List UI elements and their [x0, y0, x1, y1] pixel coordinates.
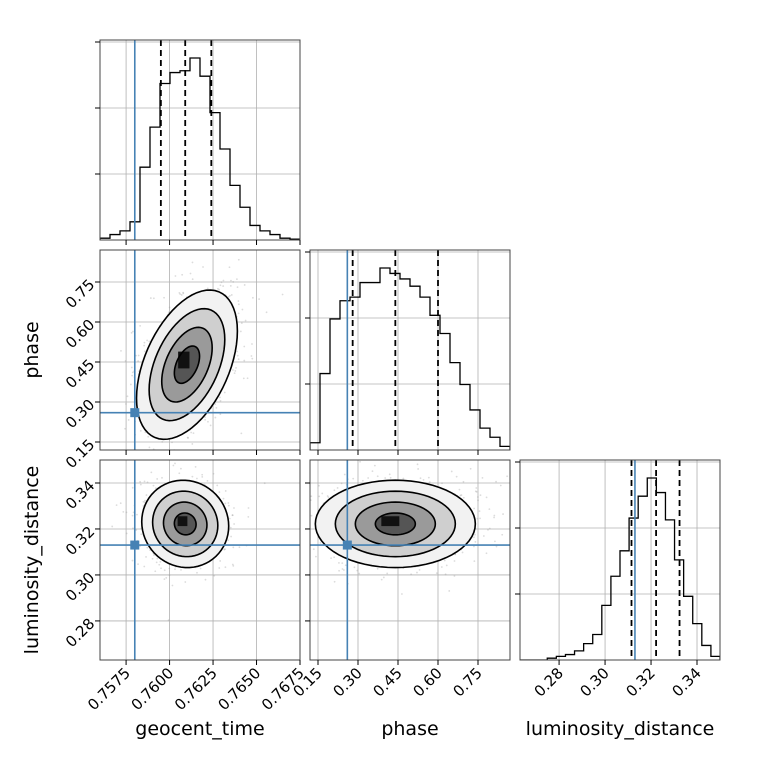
- y-tick-label-phase: 0.45: [62, 356, 98, 392]
- y-tick-label-luminosity_distance: 0.28: [62, 615, 98, 651]
- y-axis-label-phase: phase: [21, 321, 43, 378]
- density-peak: [177, 516, 188, 527]
- y-tick-label-luminosity_distance: 0.30: [62, 569, 98, 605]
- x-tick-label-phase: 0.75: [449, 664, 485, 700]
- y-axis-label-luminosity_distance: luminosity_distance: [21, 466, 43, 655]
- x-tick-label-luminosity_distance: 0.30: [577, 664, 613, 700]
- panel-luminosity_distance-vs-phase: [305, 459, 511, 665]
- contour-2: [334, 490, 457, 558]
- x-tick-label-geocent_time: 0.7625: [171, 664, 221, 714]
- panel-frame: [309, 459, 511, 661]
- density-peak: [178, 351, 190, 369]
- x-tick-label-phase: 0.60: [409, 664, 445, 700]
- x-tick-label-geocent_time: 0.7575: [84, 664, 134, 714]
- contour-3: [140, 479, 230, 569]
- y-tick-label-phase: 0.30: [62, 396, 98, 432]
- truth-marker: [130, 540, 140, 550]
- contour-3: [135, 289, 239, 441]
- x-tick-label-luminosity_distance: 0.34: [668, 664, 704, 700]
- y-tick-label-phase: 0.75: [62, 276, 98, 312]
- x-axis-label-phase: phase: [381, 718, 438, 740]
- density-peak: [381, 516, 400, 527]
- x-tick-label-phase: 0.30: [329, 664, 365, 700]
- contour-0: [374, 512, 417, 536]
- histogram-luminosity_distance: [520, 477, 720, 660]
- contour-1: [354, 501, 437, 547]
- x-axis-label-geocent_time: geocent_time: [135, 718, 264, 740]
- y-tick-label-luminosity_distance: 0.34: [62, 477, 98, 513]
- y-tick-label-luminosity_distance: 0.32: [62, 523, 98, 559]
- panel-frame: [519, 459, 721, 661]
- contour-2: [151, 490, 219, 558]
- y-tick-label-phase: 0.60: [62, 316, 98, 352]
- contour-1: [162, 501, 208, 547]
- contour-1: [160, 326, 213, 403]
- contour-2: [148, 307, 226, 422]
- contour-0: [173, 345, 201, 385]
- hist-panel-luminosity_distance: [515, 459, 721, 665]
- panel-frame: [99, 249, 301, 451]
- contour-3: [314, 479, 477, 569]
- panel-frame: [99, 39, 301, 241]
- x-tick-label-phase: 0.45: [369, 664, 405, 700]
- truth-marker: [130, 408, 140, 418]
- histogram-phase: [310, 267, 510, 450]
- y-tick-label-phase: 0.15: [62, 436, 98, 472]
- x-tick-label-geocent_time: 0.7650: [214, 664, 264, 714]
- x-tick-label-geocent_time: 0.7600: [128, 664, 178, 714]
- panel-frame: [99, 459, 301, 661]
- hist-panel-geocent_time: [95, 39, 301, 245]
- x-tick-label-luminosity_distance: 0.28: [531, 664, 567, 700]
- x-tick-label-luminosity_distance: 0.32: [623, 664, 659, 700]
- panel-phase-vs-geocent_time: [95, 249, 301, 455]
- panel-luminosity_distance-vs-geocent_time: [95, 459, 301, 665]
- x-axis-label-luminosity_distance: luminosity_distance: [526, 718, 715, 740]
- histogram-geocent_time: [100, 57, 300, 240]
- truth-marker: [342, 540, 352, 550]
- hist-panel-phase: [305, 249, 511, 455]
- panel-frame: [309, 249, 511, 451]
- contour-0: [173, 512, 197, 536]
